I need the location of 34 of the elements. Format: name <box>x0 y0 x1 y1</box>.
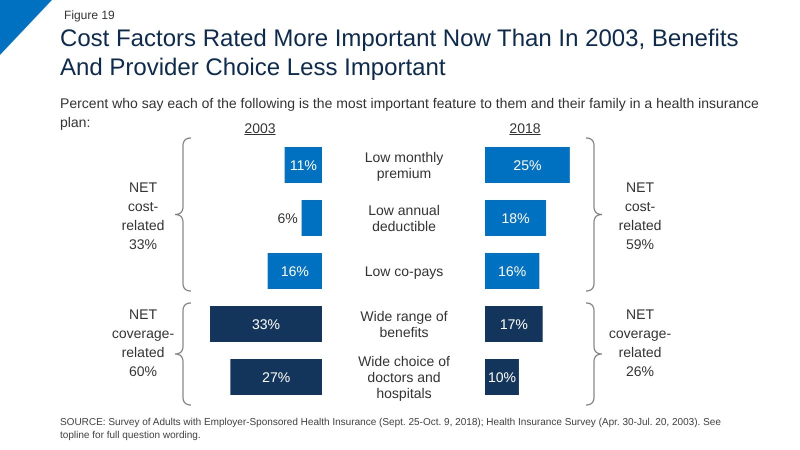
data-label: 18% <box>502 210 530 226</box>
data-label: 16% <box>280 263 309 279</box>
bar <box>230 359 322 395</box>
bar <box>268 253 322 289</box>
bar <box>302 200 322 236</box>
bar <box>485 147 570 183</box>
data-label: 33% <box>252 316 280 332</box>
bar <box>485 306 543 342</box>
data-label: 16% <box>498 263 526 279</box>
text: Cost Factors Rated More Important Now Than In 2003, Benefits And Provider Choice Less Important <box>60 24 740 82</box>
data-label: 25% <box>513 157 542 173</box>
data-label: 6% <box>278 210 298 226</box>
y-tick-label: Low monthly premium <box>364 148 444 183</box>
y-tick-label: Wide choice of doctors and hospitals <box>357 352 451 403</box>
bar <box>485 253 540 289</box>
data-label: 27% <box>262 369 290 385</box>
text: NET cost-related 59% <box>618 178 662 254</box>
bar <box>485 359 519 395</box>
series-label: 2018 <box>508 120 542 136</box>
bar <box>284 147 322 183</box>
caption: Figure 19 <box>64 8 115 22</box>
y-tick-label: Wide range of benefits <box>359 306 449 342</box>
bar <box>210 306 322 342</box>
y-tick-label: Low co-pays <box>364 262 444 281</box>
text: NET cost-related 33% <box>120 178 166 254</box>
text: NET coverage-related 26% <box>608 305 672 381</box>
y-tick-label: Low annual deductible <box>367 200 441 236</box>
data-label: 10% <box>488 369 516 385</box>
data-label: 17% <box>500 316 528 332</box>
text: NET coverage-related 60% <box>111 305 175 381</box>
bar <box>485 200 546 236</box>
source-note: SOURCE: Survey of Adults with Employer-Sponsored Health Insurance (Sept. 25-Oct. 9, 2018); Health Insurance Survey (Apr. 30-Jul. 20, 2003). See topline for full question wording. <box>60 416 722 442</box>
data-label: 11% <box>290 157 317 173</box>
series-label: 2003 <box>243 120 277 136</box>
